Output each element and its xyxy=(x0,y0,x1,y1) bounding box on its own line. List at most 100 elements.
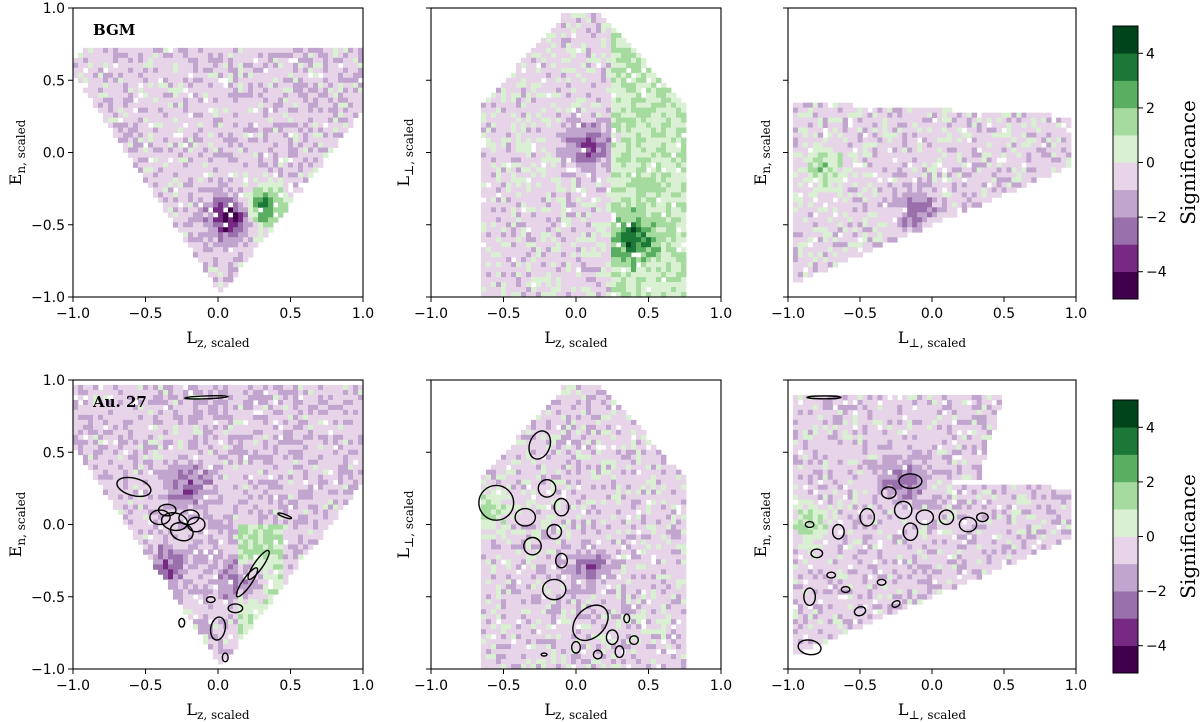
heat-cell xyxy=(83,389,89,396)
heat-cell xyxy=(218,102,224,109)
heat-cell xyxy=(536,287,542,293)
heat-cell xyxy=(491,137,497,143)
heat-cell xyxy=(867,142,873,148)
heat-cell xyxy=(606,162,612,168)
heat-cell xyxy=(797,212,804,218)
heat-cell xyxy=(268,172,274,178)
heat-cell xyxy=(118,127,124,133)
heat-cell xyxy=(506,227,512,233)
heat-cell xyxy=(1016,112,1022,119)
heat-cell xyxy=(501,147,507,153)
heat-cell xyxy=(516,97,522,104)
heat-cell xyxy=(148,97,154,104)
heat-cell xyxy=(248,142,254,148)
heat-cell xyxy=(118,499,124,505)
heat-cell xyxy=(616,152,622,158)
heat-cell xyxy=(138,47,144,54)
heat-cell xyxy=(168,212,174,218)
heat-cell xyxy=(268,57,274,64)
heat-cell xyxy=(103,117,109,123)
heat-cell xyxy=(616,202,622,208)
heat-cell xyxy=(1016,127,1022,133)
heat-cell xyxy=(812,222,819,228)
heat-cell xyxy=(228,72,234,79)
heat-cell xyxy=(491,112,497,119)
heat-cell xyxy=(511,82,517,89)
heat-cell xyxy=(298,102,304,109)
heat-cell xyxy=(556,87,562,94)
heat-cell xyxy=(283,157,289,163)
heat-cell xyxy=(78,449,84,456)
heat-cell xyxy=(173,137,179,143)
heat-cell xyxy=(223,117,229,123)
heat-cell xyxy=(158,117,164,123)
heat-cell xyxy=(303,52,309,59)
heat-cell xyxy=(651,107,657,114)
heat-cell xyxy=(862,222,868,228)
heat-cell xyxy=(676,162,682,168)
heat-cell xyxy=(83,87,89,94)
heat-cell xyxy=(681,272,687,278)
heat-cell xyxy=(298,172,304,178)
heat-cell xyxy=(511,152,517,158)
heat-cell xyxy=(902,217,908,223)
heat-cell xyxy=(133,157,139,163)
heat-cell xyxy=(273,162,279,168)
heat-cell xyxy=(641,142,647,148)
heat-cell xyxy=(313,157,319,163)
heat-cell xyxy=(348,52,354,59)
heat-cell xyxy=(792,212,799,218)
heat-cell xyxy=(626,162,632,168)
heat-cell xyxy=(88,434,94,441)
heat-cell xyxy=(108,424,114,431)
heat-cell xyxy=(991,152,997,158)
heat-cell xyxy=(651,232,657,238)
heat-cell xyxy=(671,107,677,114)
heat-cell xyxy=(253,162,259,168)
heat-cell xyxy=(168,97,174,104)
heat-cell xyxy=(822,267,829,273)
heat-cell xyxy=(526,192,532,198)
heat-cell xyxy=(606,127,612,133)
heat-cell xyxy=(646,222,652,228)
heat-cell xyxy=(293,87,299,94)
heat-cell xyxy=(827,152,834,158)
heat-cell xyxy=(526,182,532,188)
heat-cell xyxy=(1026,142,1032,148)
heat-cell xyxy=(551,157,557,163)
heat-cell xyxy=(907,192,913,198)
heat-cell xyxy=(501,97,507,104)
heat-cell xyxy=(986,147,992,153)
heat-cell xyxy=(93,82,99,89)
heat-cell xyxy=(263,212,269,218)
heat-cell xyxy=(223,72,229,79)
heat-cell xyxy=(581,212,587,218)
heat-cell xyxy=(313,167,319,173)
heat-cell xyxy=(656,112,662,119)
heat-cell xyxy=(138,62,144,69)
heat-cell xyxy=(586,277,592,283)
heat-cell xyxy=(531,127,537,133)
heat-cell xyxy=(1021,132,1027,138)
heat-cell xyxy=(636,232,642,238)
heat-cell xyxy=(138,67,144,74)
heat-cell xyxy=(1011,137,1017,143)
heat-cell xyxy=(561,217,567,223)
heat-cell xyxy=(872,242,878,248)
heat-cell xyxy=(882,142,888,148)
heat-cell xyxy=(601,272,607,278)
heat-cell xyxy=(566,182,572,188)
heat-cell xyxy=(303,87,309,94)
heat-cell xyxy=(847,137,853,143)
heat-cell xyxy=(551,197,557,203)
heat-cell xyxy=(263,102,269,109)
heat-cell xyxy=(676,132,682,138)
heat-cell xyxy=(1006,177,1012,183)
heat-cell xyxy=(556,132,562,138)
heat-cell xyxy=(827,202,834,208)
heat-cell xyxy=(273,187,279,193)
heat-cell xyxy=(596,272,602,278)
heat-cell xyxy=(546,127,552,133)
heat-cell xyxy=(308,77,314,84)
heat-cell xyxy=(98,409,104,416)
